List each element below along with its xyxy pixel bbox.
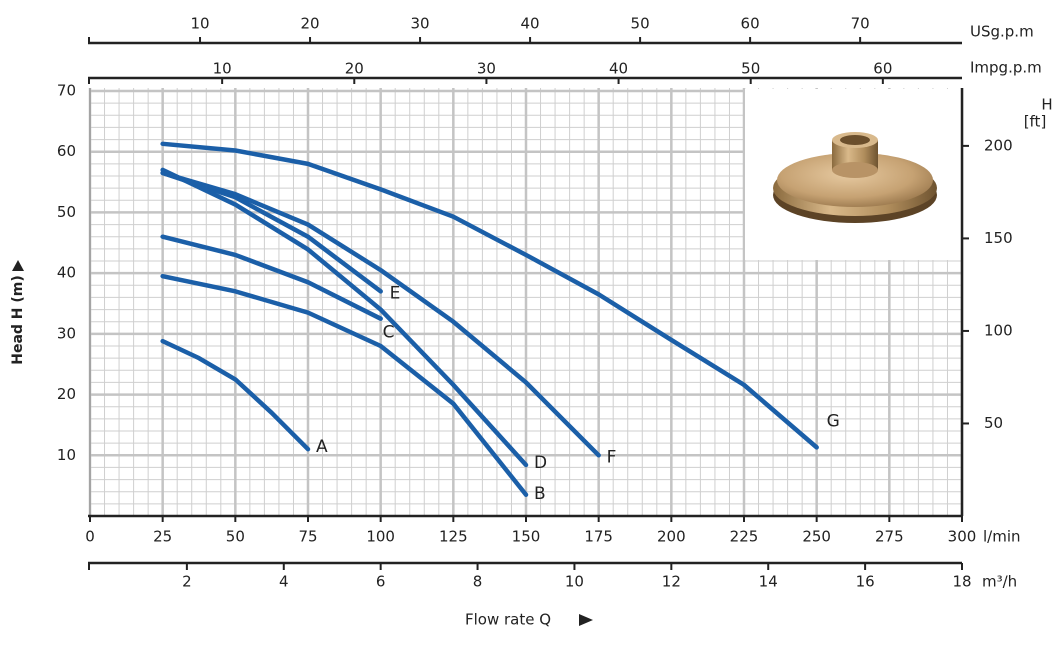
- flow-axis-tick-label: 50: [741, 60, 760, 78]
- curve-label: C: [383, 323, 395, 343]
- curve-label: D: [534, 453, 547, 473]
- curve: [160, 234, 383, 321]
- x-tick-label: 275: [875, 528, 904, 546]
- flow-axis-name: Impg.p.m: [970, 59, 1042, 77]
- x-tick-label: 50: [226, 528, 245, 546]
- flow-axis-tick-label: 8: [473, 573, 483, 591]
- curve-label: E: [390, 283, 401, 303]
- y-arrow: [12, 260, 24, 271]
- y-axis-title: Head H (m): [10, 275, 26, 365]
- x-tick-label: 0: [85, 528, 95, 546]
- y-tick-label: 20: [57, 385, 76, 403]
- flow-axis-tick-label: 40: [521, 15, 540, 33]
- curve-label: B: [534, 484, 546, 504]
- y-tick-label: 70: [57, 82, 76, 100]
- y2-tick-label: 150: [984, 229, 1013, 247]
- x-tick-label: 300: [948, 528, 977, 546]
- curve-label: A: [316, 437, 328, 457]
- curve-label: G: [827, 411, 840, 431]
- x-tick-label: 225: [730, 528, 759, 546]
- flow-axis-tick-label: 12: [662, 573, 681, 591]
- y-tick-label: 60: [57, 142, 76, 160]
- flow-axis-tick-label: 40: [609, 60, 628, 78]
- y2-tick-label: 200: [984, 136, 1013, 154]
- x-tick-label: 200: [657, 528, 686, 546]
- y2-tick-label: 50: [984, 414, 1003, 432]
- flow-axis-name: m³/h: [982, 573, 1017, 591]
- x-tick-label: 25: [153, 528, 172, 546]
- flow-axis-tick-label: 10: [213, 60, 232, 78]
- x-tick-label: 250: [802, 528, 831, 546]
- flow-axis-tick-label: 30: [477, 60, 496, 78]
- flow-axis-tick-label: 16: [856, 573, 875, 591]
- flow-axis-name: USg.p.m: [970, 23, 1034, 41]
- flow-axis-tick-label: 4: [279, 573, 289, 591]
- x-tick-label: 175: [584, 528, 613, 546]
- flow-axis-tick-label: 14: [759, 573, 778, 591]
- curve: [160, 170, 601, 458]
- flow-axis-tick-label: 60: [741, 15, 760, 33]
- y-tick-label: 30: [57, 324, 76, 342]
- flow-axis-tick-label: 50: [631, 15, 650, 33]
- flow-axis-tick-label: 18: [952, 573, 971, 591]
- flow-axis-tick-label: 10: [190, 15, 209, 33]
- x-arrow: [579, 614, 593, 626]
- y2-axis-unit: [ft]: [1024, 113, 1047, 131]
- flow-axis-tick-label: 2: [182, 573, 192, 591]
- impeller-photo: [745, 89, 961, 260]
- x-tick-label: 75: [298, 528, 317, 546]
- x-tick-label: 100: [366, 528, 395, 546]
- y2-axis-title: H: [1041, 96, 1052, 114]
- x-tick-label: 125: [439, 528, 468, 546]
- x-axis-unit: l/min: [983, 528, 1021, 546]
- curve: [160, 167, 529, 468]
- curve: [160, 141, 819, 450]
- curve-label: F: [607, 447, 617, 467]
- flow-axis-tick-label: 20: [345, 60, 364, 78]
- x-tick-label: 150: [512, 528, 541, 546]
- flow-axis-tick-label: 20: [300, 15, 319, 33]
- flow-axis-tick-label: 30: [411, 15, 430, 33]
- x-axis-title: Flow rate Q: [465, 611, 551, 629]
- flow-axis-tick-label: 70: [851, 15, 870, 33]
- y-tick-label: 50: [57, 203, 76, 221]
- flow-axis-tick-label: 60: [873, 60, 892, 78]
- curve: [160, 273, 529, 497]
- y-tick-label: 40: [57, 264, 76, 282]
- y-tick-label: 10: [57, 446, 76, 464]
- flow-axis-tick-label: 10: [565, 573, 584, 591]
- flow-axis-tick-label: 6: [376, 573, 386, 591]
- y2-tick-label: 100: [984, 321, 1013, 339]
- curve: [160, 338, 311, 452]
